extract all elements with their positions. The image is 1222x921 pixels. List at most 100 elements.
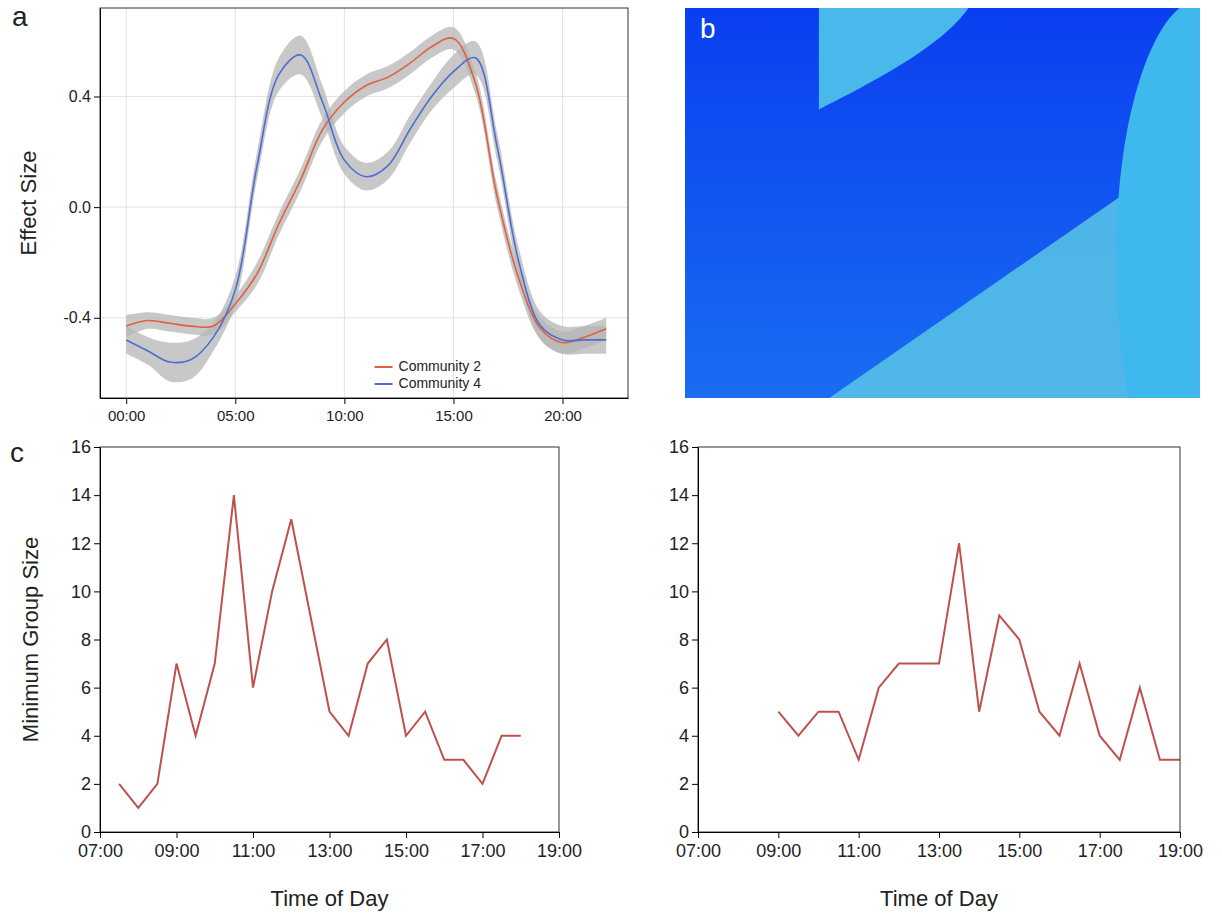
x-tick-label: 15:00 (997, 841, 1042, 861)
x-tick-label: 05:00 (217, 407, 255, 424)
x-tick-label: 19:00 (537, 841, 582, 861)
plot-frame (698, 447, 1180, 832)
photo-seabed (829, 191, 1148, 398)
series-line (778, 543, 1180, 760)
y-tick: 8 (679, 630, 698, 650)
photo-body (1116, 8, 1200, 398)
y-tick: 10 (669, 582, 698, 602)
x-tick-label: 13:00 (917, 841, 962, 861)
y-tick-label: 6 (81, 678, 91, 698)
y-tick: 14 (71, 485, 100, 505)
y-tick-mark (94, 318, 100, 319)
y-tick: 10 (71, 582, 100, 602)
x-tick-mark (126, 398, 127, 404)
y-tick-mark (692, 784, 698, 785)
photo (685, 8, 1200, 398)
plot-area (778, 543, 1180, 760)
panel-letter: b (700, 13, 716, 44)
x-tick-mark (100, 832, 101, 838)
plot-area (126, 27, 606, 383)
x-tick-mark (1180, 832, 1181, 838)
x-axis: 07:00 09:00 11:00 13:00 15:00 17:00 19:00 (676, 832, 1203, 861)
x-tick-mark (1019, 832, 1020, 838)
y-tick: 12 (669, 534, 698, 554)
legend-swatch (375, 383, 393, 385)
x-tick: 17:00 (460, 832, 505, 861)
y-axis-title: Effect Size (16, 151, 41, 256)
x-tick: 19:00 (537, 832, 582, 861)
y-tick-mark (94, 97, 100, 98)
panel-letter: c (10, 437, 24, 468)
y-tick-label: 16 (669, 437, 689, 457)
y-tick: 2 (81, 774, 100, 794)
figure: 00:0005:0010:0015:0020:00-0.40.00.4Effec… (0, 0, 1222, 921)
photo-dolphin (819, 8, 968, 109)
y-tick-mark (94, 688, 100, 689)
x-tick-label: 17:00 (1078, 841, 1123, 861)
panel: 00:0005:0010:0015:0020:00-0.40.00.4Effec… (16, 8, 629, 424)
x-axis-title: Time of Day (271, 886, 389, 911)
x-tick-label: 09:00 (154, 841, 199, 861)
panel: 07:0009:0011:0013:0015:0017:0019:0002468… (669, 437, 1203, 911)
y-tick-mark (692, 543, 698, 544)
x-tick: 09:00 (154, 832, 199, 861)
y-tick-mark (692, 495, 698, 496)
x-tick-label: 07:00 (676, 841, 721, 861)
grid-line-y (100, 207, 628, 208)
y-tick-mark (94, 640, 100, 641)
y-tick: 0.4 (69, 88, 100, 105)
x-tick-label: 11:00 (837, 841, 881, 861)
y-tick: 12 (71, 534, 100, 554)
y-tick-mark (94, 447, 100, 448)
legend-swatch (375, 366, 393, 368)
y-tick-mark (94, 784, 100, 785)
x-tick-mark (939, 832, 940, 838)
x-tick-label: 15:00 (384, 841, 429, 861)
x-tick-label: 19:00 (1158, 841, 1203, 861)
y-tick: -0.4 (63, 309, 100, 326)
confidence-band (126, 36, 606, 383)
plot-background (100, 8, 628, 398)
panel: 07:0009:0011:0013:0015:0017:0019:0002468… (18, 437, 582, 911)
y-tick-mark (692, 591, 698, 592)
x-tick-mark (235, 398, 236, 404)
grid-line-x (344, 8, 345, 398)
x-tick: 09:00 (756, 832, 801, 861)
x-tick-label: 10:00 (326, 407, 364, 424)
x-tick-label: 17:00 (460, 841, 505, 861)
y-tick-label: 16 (71, 437, 91, 457)
y-tick: 14 (669, 485, 698, 505)
series-line (126, 38, 606, 343)
y-tick: 0 (679, 822, 698, 842)
y-tick: 16 (669, 437, 698, 457)
y-tick-label: 6 (679, 678, 689, 698)
x-tick: 11:00 (232, 832, 276, 861)
y-tick-mark (692, 736, 698, 737)
x-tick: 13:00 (917, 832, 962, 861)
legend-label: Community 2 (399, 358, 482, 374)
x-tick: 15:00 (435, 398, 473, 424)
x-tick-mark (859, 832, 860, 838)
x-tick: 05:00 (217, 398, 255, 424)
y-tick-label: 0 (81, 822, 91, 842)
panel-letter: a (12, 1, 28, 32)
x-tick: 17:00 (1078, 832, 1123, 861)
x-tick-mark (563, 398, 564, 404)
y-tick: 6 (81, 678, 100, 698)
x-tick-mark (344, 398, 345, 404)
y-tick-label: 4 (679, 726, 689, 746)
y-tick-label: 0.4 (69, 88, 91, 105)
y-tick: 0 (81, 822, 100, 842)
plot-area (119, 495, 521, 808)
y-tick: 6 (679, 678, 698, 698)
y-tick-label: 0.0 (69, 199, 91, 216)
x-axis-line (101, 398, 629, 399)
y-tick-label: 4 (81, 726, 91, 746)
y-tick-mark (692, 832, 698, 833)
x-tick: 11:00 (837, 832, 881, 861)
x-tick-label: 00:00 (108, 407, 146, 424)
x-tick-mark (177, 832, 178, 838)
x-tick-label: 15:00 (435, 407, 473, 424)
x-tick: 15:00 (384, 832, 429, 861)
y-axis-line (100, 448, 101, 833)
